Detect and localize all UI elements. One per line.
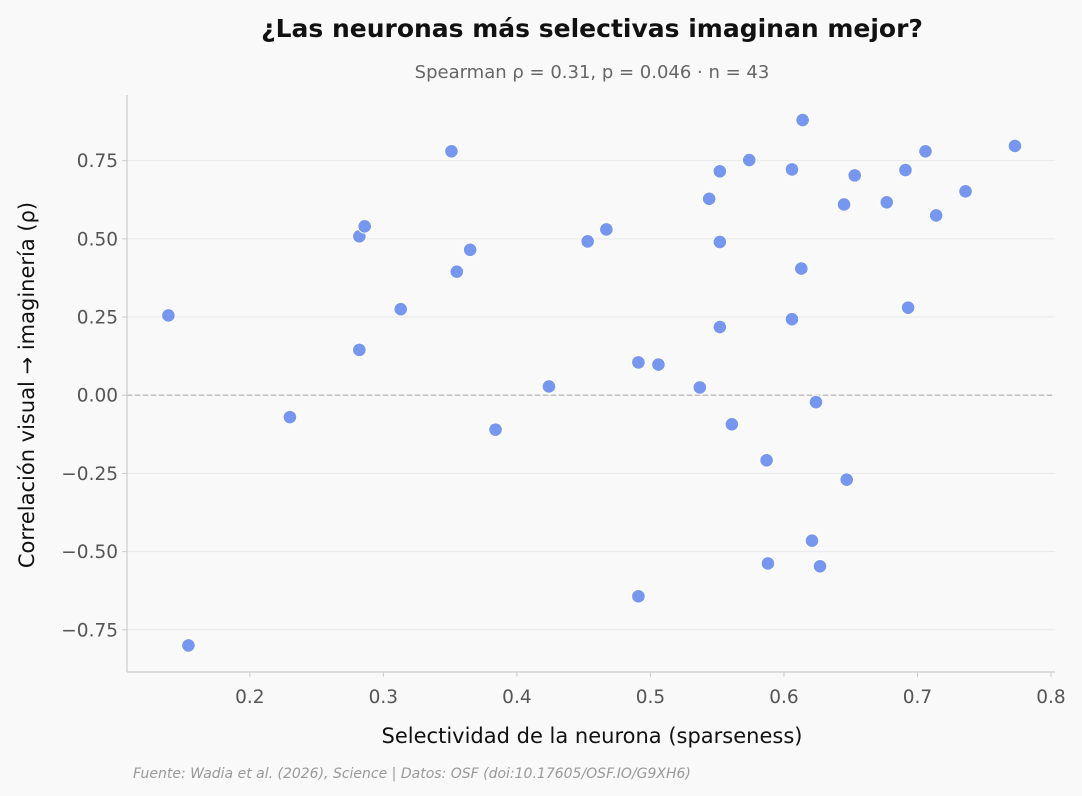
data-point (898, 162, 913, 178)
data-point (631, 589, 646, 604)
data-point (759, 452, 774, 468)
x-tick-label: 0.2 (235, 687, 264, 708)
data-point (449, 264, 465, 279)
data-point (918, 143, 933, 159)
x-tick-label: 0.6 (769, 687, 798, 708)
data-point (712, 319, 728, 335)
y-tick-label: 0.75 (77, 151, 118, 172)
data-point (580, 234, 595, 249)
data-point (808, 394, 824, 410)
data-point (181, 638, 196, 653)
y-tick-label: −0.75 (61, 620, 118, 641)
y-axis-label: Correlación visual → imaginería (ρ) (15, 202, 39, 568)
data-point (712, 164, 728, 179)
data-point (599, 222, 614, 237)
chart-title: ¿Las neuronas más selectivas imaginan me… (261, 14, 923, 43)
data-point (712, 234, 728, 250)
data-point (741, 152, 757, 168)
data-point (631, 355, 646, 370)
data-point (847, 168, 863, 183)
y-tick-label: −0.50 (61, 542, 118, 563)
data-point (541, 379, 557, 394)
x-axis-ticks: 0.2 0.3 0.4 0.5 0.6 0.7 0.8 (235, 672, 1066, 708)
y-tick-label: 0.00 (77, 386, 118, 407)
chart-subtitle: Spearman ρ = 0.31, p = 0.046 · n = 43 (415, 62, 770, 83)
x-tick-label: 0.3 (369, 687, 398, 708)
data-point (724, 417, 740, 432)
data-point (879, 194, 895, 210)
data-point (900, 300, 916, 315)
data-point (651, 357, 666, 372)
data-point (488, 422, 503, 437)
data-point (161, 308, 176, 323)
data-point (282, 409, 298, 425)
x-tick-label: 0.5 (636, 687, 665, 708)
data-point (462, 242, 478, 258)
data-point (701, 191, 717, 207)
x-axis-label: Selectividad de la neurona (sparseness) (382, 724, 803, 748)
data-point (784, 162, 800, 177)
y-tick-label: 0.50 (77, 229, 118, 250)
x-tick-label: 0.8 (1036, 687, 1065, 708)
data-point (839, 472, 855, 487)
data-point (352, 342, 367, 358)
data-point (692, 380, 708, 395)
y-axis-ticks: −0.75 −0.50 −0.25 0.00 0.25 0.50 0.75 (61, 151, 127, 641)
data-point (928, 208, 944, 223)
data-point (794, 261, 809, 276)
data-point (795, 112, 810, 128)
y-tick-label: 0.25 (77, 308, 118, 329)
data-point (760, 556, 776, 571)
x-tick-label: 0.4 (502, 687, 531, 708)
data-point (357, 219, 372, 234)
data-point (958, 184, 973, 199)
data-point (784, 311, 800, 327)
axis-spines (126, 95, 1055, 673)
source-note: Fuente: Wadia et al. (2026), Science | D… (133, 766, 691, 782)
x-tick-label: 0.7 (903, 687, 932, 708)
data-point (836, 197, 852, 212)
scatter-points (161, 112, 1023, 653)
data-point (1007, 138, 1023, 154)
data-point (804, 533, 820, 548)
data-point (444, 143, 459, 159)
y-tick-label: −0.25 (61, 464, 118, 485)
data-point (812, 558, 828, 574)
data-point (393, 301, 409, 317)
